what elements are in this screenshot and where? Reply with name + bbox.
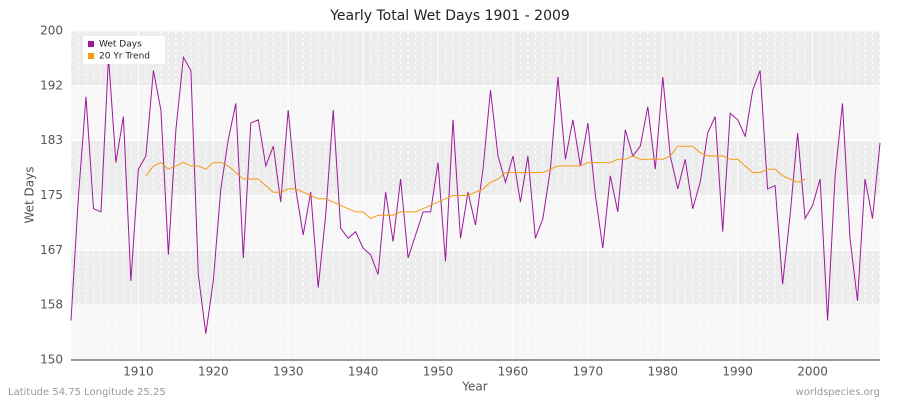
series-line [70, 55, 881, 334]
series-line [145, 145, 806, 220]
footer-right: worldspecies.org [796, 387, 880, 398]
plot-background [70, 30, 881, 361]
grid-band [71, 31, 880, 86]
footer-left: Latitude 54.75 Longitude 25.25 [8, 387, 166, 398]
chart-title: Yearly Total Wet Days 1901 - 2009 [329, 8, 570, 24]
x-tick-label: 1990 [722, 365, 753, 379]
y-tick-label: 192 [40, 78, 63, 92]
x-tick-label: 1980 [647, 365, 678, 379]
y-tick-label: 175 [40, 188, 63, 202]
grid-band [71, 140, 880, 196]
y-tick-label: 200 [40, 24, 63, 38]
y-axis-label: Wet Days [23, 166, 37, 223]
x-tick-label: 1920 [198, 365, 229, 379]
x-tick-label: 1930 [273, 365, 304, 379]
x-axis-label: Year [461, 380, 487, 394]
legend-box [83, 36, 165, 64]
legend-swatch [88, 41, 94, 47]
x-tick-label: 2000 [797, 365, 828, 379]
y-tick-label: 150 [40, 353, 63, 367]
x-tick-label: 1960 [498, 365, 529, 379]
legend-swatch [88, 53, 94, 59]
y-tick-label: 158 [40, 298, 63, 312]
y-tick-label: 167 [40, 243, 63, 257]
legend-label: 20 Yr Trend [99, 52, 150, 62]
x-tick-label: 1970 [573, 365, 604, 379]
plot [70, 55, 881, 334]
x-tick-label: 1950 [423, 365, 454, 379]
x-tick-label: 1940 [348, 365, 379, 379]
x-tick-label: 1910 [123, 365, 154, 379]
legend-label: Wet Days [99, 40, 142, 50]
y-tick-label: 183 [40, 133, 63, 147]
